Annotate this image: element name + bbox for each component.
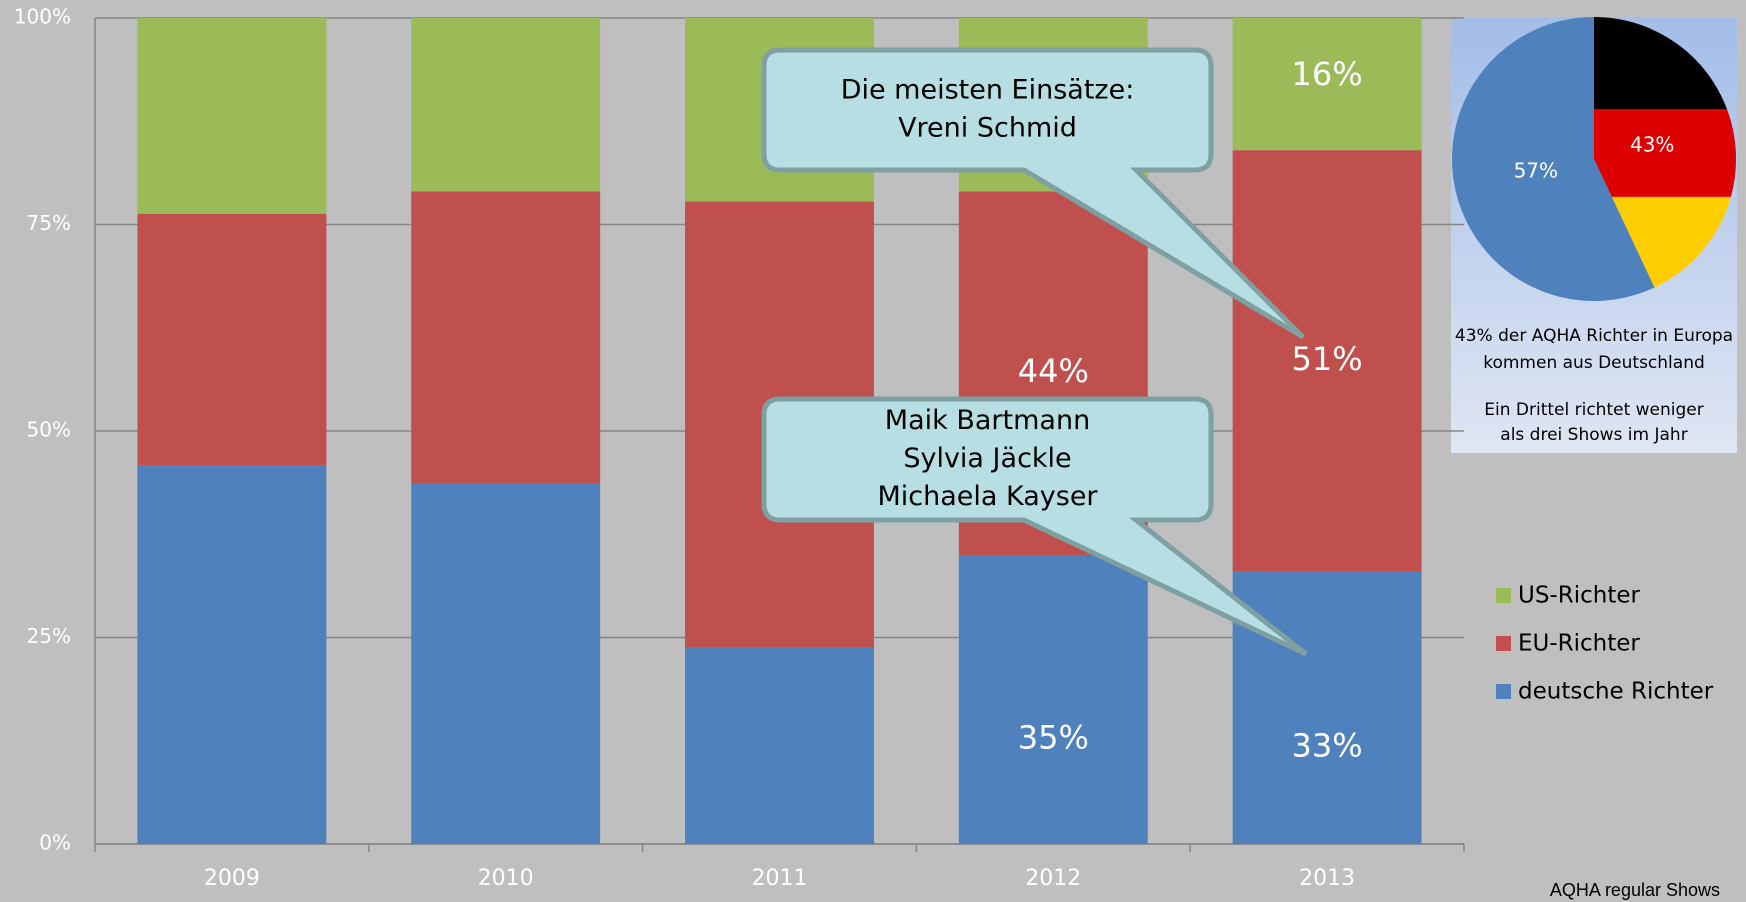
pie-note: kommen aus Deutschland [1483, 353, 1705, 373]
legend-swatch [1496, 588, 1511, 603]
pie-label: 43% [1630, 132, 1674, 156]
y-tick-label: 100% [14, 5, 71, 29]
callout-text: Michaela Kayser [877, 481, 1098, 512]
callout [761, 47, 1305, 340]
legend-swatch [1496, 684, 1511, 699]
bar-segment [1232, 150, 1422, 572]
x-tick-label: 2012 [1025, 866, 1081, 891]
x-tick-label: 2009 [204, 866, 260, 891]
x-tick-label: 2013 [1299, 866, 1355, 891]
legend-label: EU-Richter [1518, 631, 1640, 657]
y-tick-label: 0% [39, 831, 71, 855]
x-tick-label: 2010 [478, 866, 534, 891]
callout-text: Die meisten Einsätze: [841, 75, 1135, 106]
y-tick-label: 75% [27, 211, 71, 235]
bar-segment [958, 554, 1148, 844]
bar-segment [137, 213, 327, 466]
legend-swatch [1496, 636, 1511, 651]
bar-segment [137, 18, 327, 214]
pie-note: als drei Shows im Jahr [1500, 425, 1687, 445]
bar-segment [137, 465, 327, 844]
pie-slice [1451, 17, 1655, 302]
bar-segment [685, 647, 874, 844]
value-label: 33% [1292, 727, 1363, 765]
y-tick-label: 25% [27, 624, 71, 648]
value-label: 35% [1018, 718, 1089, 756]
bar-segment [1232, 18, 1422, 151]
callout-text: Sylvia Jäckle [903, 443, 1071, 474]
y-tick-label: 50% [27, 418, 71, 442]
legend-label: deutsche Richter [1518, 679, 1714, 705]
bar-segment [411, 191, 601, 484]
bar-segment [1232, 571, 1422, 844]
pie-note: 43% der AQHA Richter in Europa [1455, 326, 1733, 346]
legend-label: US-Richter [1518, 583, 1640, 609]
pie-label: 57% [1514, 159, 1558, 183]
source-note: AQHA regular Shows [1550, 880, 1720, 900]
bar-segment [411, 18, 601, 192]
x-tick-label: 2011 [752, 866, 808, 891]
pie-slice [1594, 17, 1736, 288]
callout-text: Maik Bartmann [885, 405, 1090, 436]
callout [761, 396, 1308, 657]
value-label: 44% [1018, 352, 1089, 390]
value-label: 16% [1292, 55, 1363, 93]
pie-note: Ein Drittel richtet weniger [1484, 400, 1704, 420]
callout-text: Vreni Schmid [898, 113, 1077, 144]
value-label: 51% [1292, 340, 1363, 378]
bar-segment [411, 483, 601, 844]
